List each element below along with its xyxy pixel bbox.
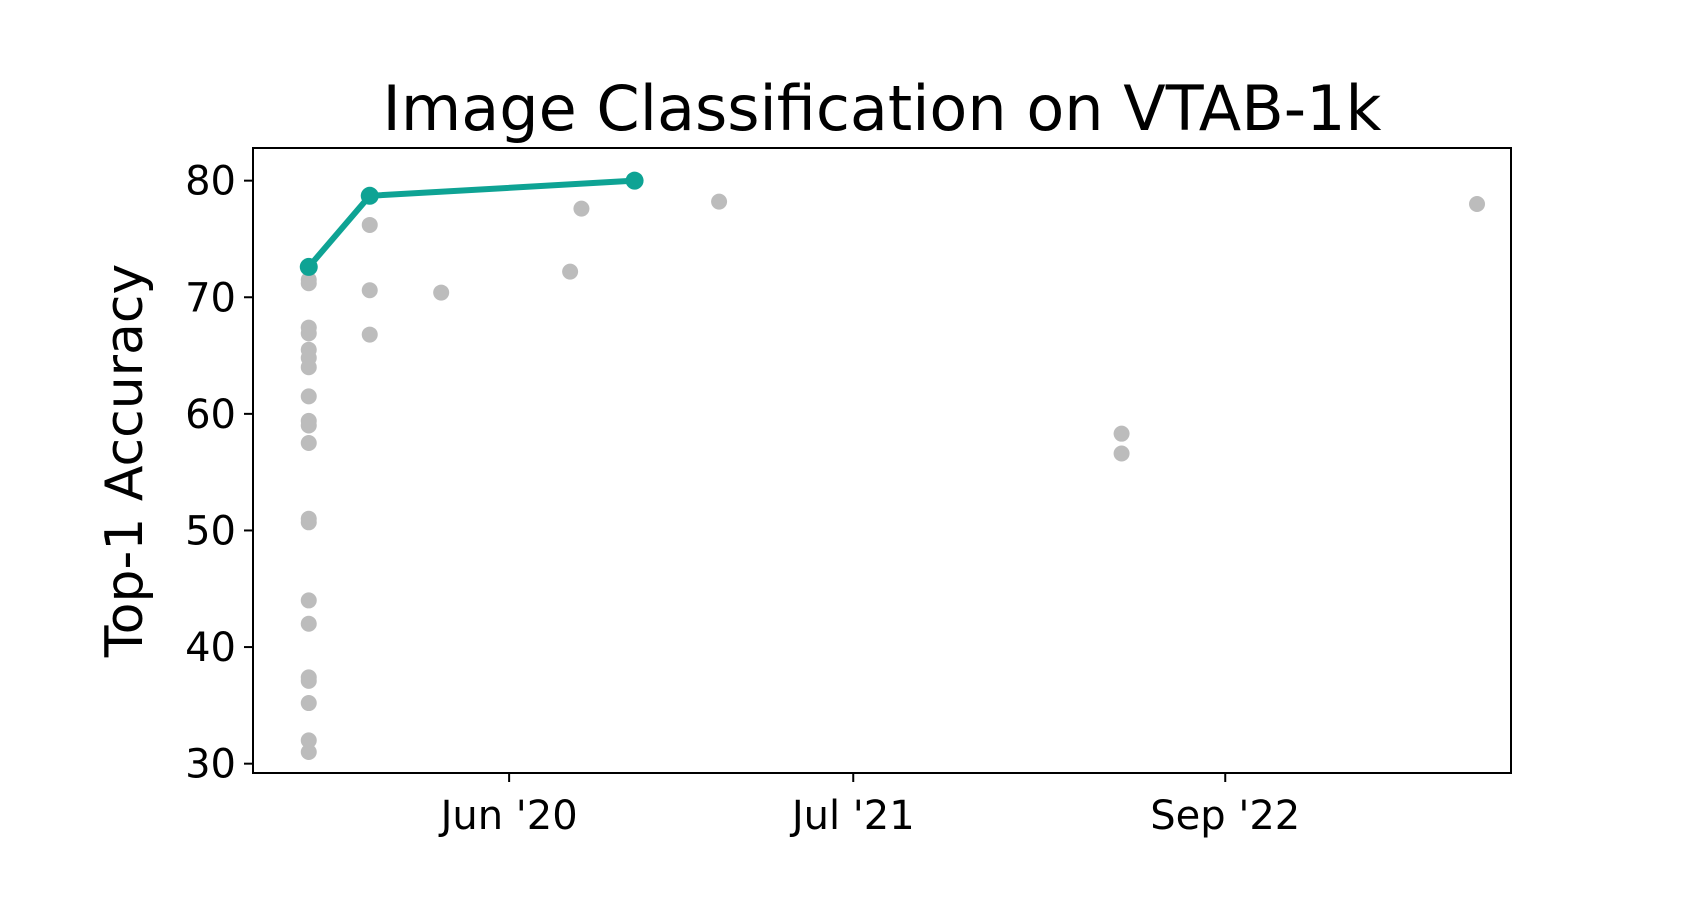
y-tick-label: 80	[185, 159, 236, 205]
y-tick-label: 50	[185, 508, 236, 554]
scatter-series	[300, 193, 1486, 761]
scatter-point	[300, 514, 317, 531]
x-tick-label: Jun '20	[438, 793, 578, 839]
y-tick-label: 60	[185, 392, 236, 438]
scatter-point	[300, 732, 317, 749]
scatter-point	[711, 193, 728, 210]
scatter-point	[300, 325, 317, 342]
x-axis: Jun '20 Jul '21 Sep '22	[438, 773, 1300, 839]
scatter-point	[300, 592, 317, 609]
scatter-point	[300, 695, 317, 712]
scatter-point	[300, 744, 317, 761]
y-axis: 30 40 50 60 70 80	[185, 159, 253, 788]
frontier-point	[625, 171, 644, 190]
y-axis-label: Top-1 Accuracy	[95, 264, 155, 659]
y-tick-label: 40	[185, 625, 236, 671]
scatter-point	[1113, 445, 1130, 462]
scatter-point	[300, 271, 317, 288]
plot-area-frame	[252, 147, 1512, 774]
frontier-line	[306, 177, 635, 269]
scatter-point	[300, 672, 317, 689]
scatter-point	[300, 359, 317, 376]
y-tick-label: 70	[185, 275, 236, 321]
scatter-point	[300, 417, 317, 434]
scatter-point	[1113, 425, 1130, 442]
scatter-point	[300, 435, 317, 452]
y-tick-label: 30	[185, 742, 236, 788]
x-tick-label: Jul '21	[789, 793, 915, 839]
frontier-point	[299, 257, 318, 276]
scatter-point	[562, 263, 579, 280]
scatter-point	[361, 216, 378, 233]
scatter-point	[573, 200, 590, 217]
scatter-point	[361, 326, 378, 343]
scatter-point	[361, 282, 378, 299]
scatter-point	[1469, 195, 1486, 212]
frontier-point	[360, 186, 379, 205]
frontier-series	[299, 171, 644, 276]
chart-title: Image Classification on VTAB-1k	[383, 72, 1382, 145]
scatter-point	[300, 615, 317, 632]
scatter-point	[300, 388, 317, 405]
x-tick-label: Sep '22	[1150, 793, 1300, 839]
scatter-point	[433, 284, 450, 301]
